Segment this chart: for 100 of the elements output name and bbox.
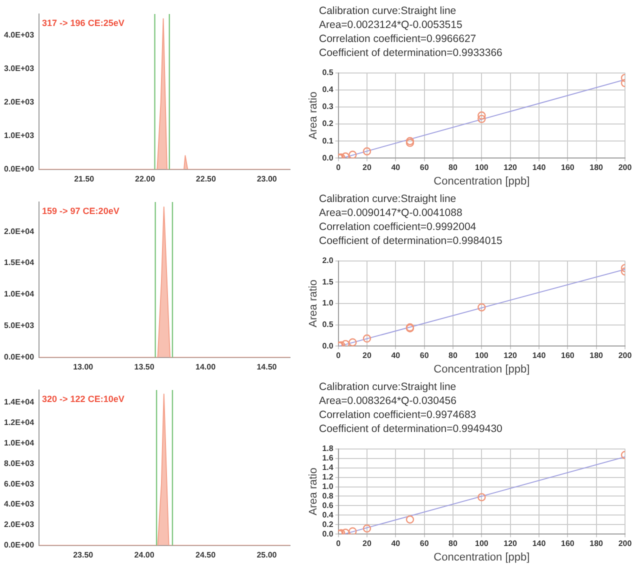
x-tick-label: 120: [504, 163, 518, 172]
y-tick-label: 0.3: [322, 102, 334, 112]
x-tick-label: 0: [336, 351, 342, 360]
y-tick-label: 0.8: [322, 491, 334, 500]
y-axis-title: Area ratio: [308, 468, 320, 516]
y-tick-label: 4.0E+03: [4, 500, 35, 509]
y-tick-label: 0.5: [322, 68, 334, 78]
text: Coefficient of determination=0.9984015: [319, 234, 504, 248]
y-tick-label: 8.0E+03: [4, 458, 35, 468]
y-tick-label: 1.4E+04: [4, 397, 35, 406]
y-tick-label: 1.6: [322, 453, 334, 462]
x-tick-label: 60: [420, 539, 430, 548]
text: Correlation coefficient=0.9992004: [319, 220, 478, 234]
text: Calibration curve:Straight line: [319, 380, 458, 394]
y-tick-label: 2.0E+03: [4, 97, 35, 106]
x-tick-label: 180: [590, 539, 604, 548]
text: 159 -> 97 CE:20eV: [42, 206, 120, 216]
x-tick-label: 20: [362, 163, 372, 172]
x-tick-label: 160: [560, 351, 575, 360]
y-tick-label: 1.5: [322, 277, 334, 286]
x-tick-label: 22.00: [135, 174, 156, 184]
text: Correlation coefficient=0.9966627: [319, 32, 478, 46]
y-tick-label: 2.0E+03: [4, 520, 35, 530]
y-tick-label: 1.5E+04: [4, 258, 35, 268]
x-tick-label: 13.50: [134, 362, 155, 372]
x-tick-label: 40: [391, 163, 401, 172]
y-tick-label: 2.0E+04: [4, 226, 35, 236]
x-tick-label: 100: [474, 351, 489, 360]
y-tick-label: 0.4: [322, 85, 334, 94]
y-tick-label: 0.0: [322, 153, 334, 162]
x-tick-label: 160: [560, 539, 575, 548]
x-tick-label: 22.50: [196, 174, 216, 184]
y-tick-label: 3.0E+03: [4, 64, 35, 73]
x-tick-label: 200: [618, 539, 632, 548]
x-tick-label: 24.50: [196, 550, 216, 560]
text: 320 -> 122 CE:10eV: [42, 394, 124, 404]
x-tick-label: 25.00: [256, 550, 278, 560]
x-tick-label: 140: [532, 163, 546, 172]
text: Coefficient of determination=0.9933366: [319, 46, 504, 60]
y-tick-label: 0.5: [322, 320, 334, 330]
y-tick-label: 0.0: [322, 529, 334, 538]
x-axis-title: Concentration [ppb]: [434, 551, 530, 564]
y-tick-label: 1.2: [322, 472, 334, 482]
y-tick-label: 1.0: [322, 298, 334, 308]
x-tick-label: 100: [474, 163, 489, 172]
text: Area=0.0023124*Q-0.0053515: [319, 18, 464, 32]
text: Coefficient of determination=0.9949430: [319, 422, 504, 436]
y-tick-label: 1.0E+03: [4, 131, 35, 140]
text: 317 -> 196 CE:25eV: [42, 18, 124, 28]
x-axis-title: Concentration [ppb]: [434, 363, 530, 376]
x-tick-label: 23.00: [256, 174, 278, 184]
y-tick-label: 1.0: [322, 482, 334, 491]
text: Correlation coefficient=0.9974683: [319, 408, 478, 422]
y-tick-label: 0.6: [322, 500, 334, 510]
x-tick-label: 160: [560, 163, 575, 172]
y-tick-label: 0.0E+00: [4, 352, 35, 362]
x-tick-label: 100: [474, 539, 489, 548]
x-tick-label: 0: [336, 163, 342, 172]
x-tick-label: 20: [362, 539, 372, 548]
x-tick-label: 80: [448, 163, 458, 172]
text: Calibration curve:Straight line: [319, 4, 458, 18]
x-tick-label: 80: [448, 351, 458, 360]
x-tick-label: 200: [618, 351, 632, 360]
x-tick-label: 120: [504, 351, 518, 360]
x-tick-label: 180: [590, 351, 604, 360]
x-tick-label: 13.00: [73, 362, 94, 372]
y-tick-label: 1.4: [322, 462, 334, 472]
text: Area=0.0090147*Q-0.0041088: [319, 206, 464, 220]
y-tick-label: 5.0E+03: [4, 321, 35, 330]
y-tick-label: 6.0E+03: [4, 479, 35, 488]
x-tick-label: 120: [504, 539, 518, 548]
y-tick-label: 0.4: [322, 510, 334, 520]
x-tick-label: 21.50: [74, 174, 95, 184]
x-tick-label: 60: [420, 351, 430, 360]
text: Calibration curve:Straight line: [319, 192, 458, 206]
x-tick-label: 140: [532, 539, 546, 548]
x-tick-label: 40: [391, 539, 401, 548]
y-tick-label: 1.0E+04: [4, 438, 35, 448]
x-tick-label: 140: [532, 351, 546, 360]
x-tick-label: 80: [448, 539, 458, 548]
y-axis-title: Area ratio: [308, 280, 320, 328]
x-tick-label: 180: [590, 163, 604, 172]
x-tick-label: 0: [336, 539, 342, 548]
y-tick-label: 0.2: [322, 119, 334, 128]
y-tick-label: 0.1: [322, 136, 334, 146]
y-tick-label: 1.8: [322, 444, 334, 454]
y-tick-label: 0.0: [322, 341, 334, 350]
x-tick-label: 40: [391, 351, 401, 360]
x-axis-title: Concentration [ppb]: [434, 175, 530, 188]
y-tick-label: 0.0E+00: [4, 540, 35, 550]
y-axis-title: Area ratio: [308, 92, 320, 140]
x-tick-label: 14.50: [256, 362, 278, 372]
y-tick-label: 0.2: [322, 520, 334, 529]
x-tick-label: 23.50: [73, 550, 94, 560]
y-tick-label: 1.0E+04: [4, 290, 35, 299]
y-tick-label: 4.0E+03: [4, 30, 35, 40]
x-tick-label: 14.00: [196, 362, 216, 372]
x-tick-label: 200: [618, 163, 632, 172]
y-tick-label: 0.0E+00: [4, 164, 35, 174]
text: Area=0.0083264*Q-0.030456: [319, 394, 458, 408]
